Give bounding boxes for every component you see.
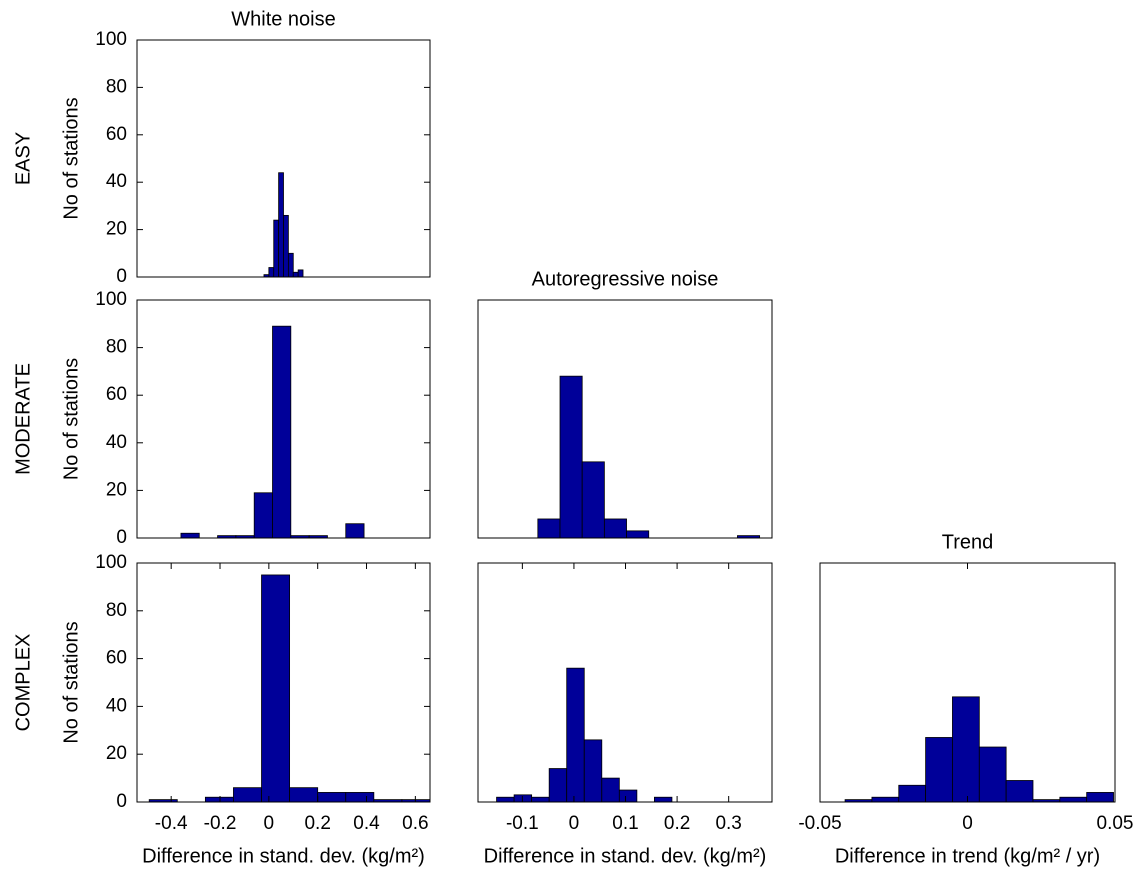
histogram-bar [278,172,284,278]
histogram-bar [978,746,1007,803]
histogram-bar [345,523,365,539]
y-tick-label: 40 [106,171,127,192]
histogram-bar [898,784,927,803]
y-axis-label: No of stations [60,97,82,219]
plot-frame [477,299,773,539]
histogram-bar [583,739,603,803]
histogram-bar [548,768,568,803]
histogram-bar [871,796,900,803]
histogram-bar [581,461,605,539]
x-tick-label: 0.4 [353,813,380,834]
histogram-bar [233,787,262,803]
x-tick-label: 0 [569,813,580,834]
histogram-bar [559,375,583,539]
plot-frame [136,39,431,278]
histogram-bar [618,789,638,803]
x-tick-label: 0.6 [402,813,428,834]
y-tick-label: 40 [106,695,127,716]
histogram-bar [261,574,291,803]
histogram-bar [654,796,673,803]
histogram-bar [180,532,200,539]
y-tick-label: 60 [106,648,127,669]
y-tick-label: 60 [106,124,127,145]
plot-frame [136,299,431,539]
x-tick-label: 0.3 [715,813,741,834]
histogram-bar [253,492,273,539]
y-tick-label: 80 [106,600,127,621]
histogram-bar [1005,780,1034,803]
histogram-bar [496,796,515,803]
histogram-bar [513,794,533,803]
y-tick-label: 100 [95,29,127,50]
y-tick-label: 0 [116,527,127,548]
x-tick-label: -0.2 [204,813,237,834]
y-tick-label: 20 [106,219,127,240]
histogram-bar [345,792,375,803]
histogram-bar [268,267,275,278]
histogram-bar [289,787,319,803]
histogram-bar [925,737,953,803]
plot-frame [477,562,773,803]
x-tick-label: 0 [264,813,275,834]
x-tick-label: 0 [962,813,973,834]
histogram-bar [273,219,280,278]
x-tick-label: 0.2 [304,813,330,834]
plot-frame [136,562,431,803]
row-label: EASY [12,132,34,185]
histogram-bar [287,252,294,278]
histogram-bar [1086,792,1114,803]
histogram-bar [292,271,299,278]
histogram-bar [1059,796,1088,803]
x-tick-label: 0.1 [612,813,638,834]
x-axis-label: Difference in trend (kg/m² / yr) [835,845,1100,867]
y-tick-label: 40 [106,432,127,453]
histogram-bar [317,792,347,803]
panel-title: White noise [231,8,336,30]
y-tick-label: 0 [116,266,127,287]
histogram-bar [603,518,627,539]
x-axis-label: Difference in stand. dev. (kg/m²) [484,845,767,867]
x-tick-label: -0.1 [506,813,539,834]
histogram-bar [283,214,289,278]
y-tick-label: 80 [106,337,127,358]
histogram-bar [537,518,561,539]
x-tick-label: 0.2 [664,813,690,834]
histogram-bar [272,325,292,539]
y-tick-label: 100 [95,289,127,310]
x-tick-label: 0.05 [1097,813,1134,834]
y-tick-label: 20 [106,479,127,500]
panel-title: Trend [942,531,994,553]
histogram-bar [626,530,650,539]
y-tick-label: 0 [116,791,127,812]
y-tick-label: 100 [95,552,127,573]
y-tick-label: 20 [106,743,127,764]
histogram-bar [566,667,585,803]
y-tick-label: 80 [106,76,127,97]
y-axis-label: No of stations [60,358,82,480]
x-tick-label: -0.05 [798,813,841,834]
panel-title: Autoregressive noise [532,268,719,290]
y-tick-label: 60 [106,384,127,405]
histogram-bar [531,796,550,803]
x-axis-label: Difference in stand. dev. (kg/m²) [142,845,425,867]
histogram-bar [601,777,620,803]
x-tick-label: -0.4 [155,813,188,834]
histogram-bar [952,696,980,803]
histogram-bar [204,796,234,803]
row-label: COMPLEX [12,634,34,732]
row-label: MODERATE [12,363,34,475]
histogram-bar [297,269,304,278]
y-axis-label: No of stations [60,621,82,743]
